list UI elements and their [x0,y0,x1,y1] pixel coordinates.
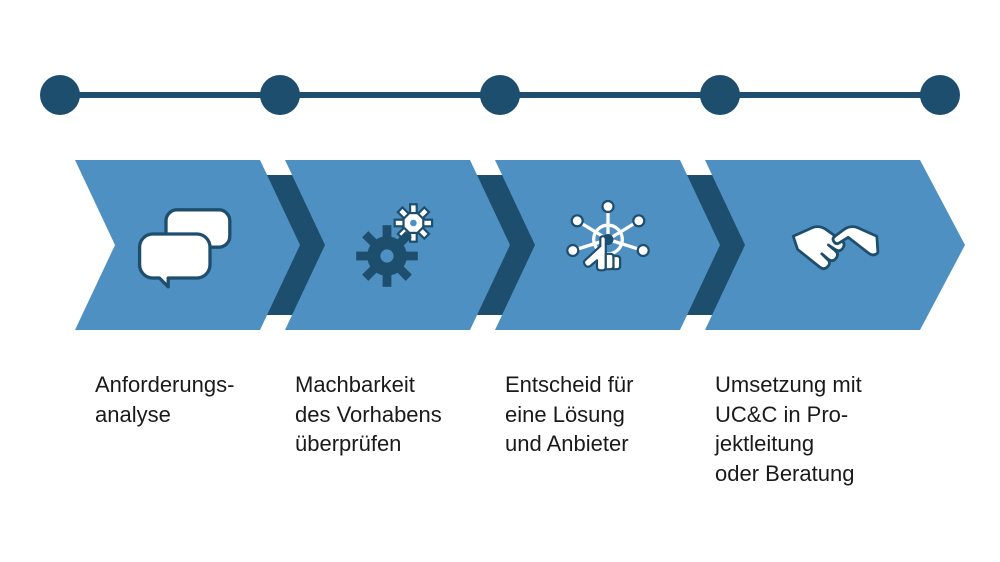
step-3 [495,160,720,330]
speech-bubbles-icon [133,190,243,300]
timeline-dot-3 [480,75,520,115]
step-2 [285,160,510,330]
timeline-dot-2 [260,75,300,115]
step-4-label: Umsetzung mit UC&C in Pro- jektleitung o… [715,370,925,489]
step-1 [75,160,300,330]
step-1-label: Anforderungs- analyse [95,370,275,429]
handshake-icon [780,190,890,300]
timeline-dot-5 [920,75,960,115]
timeline-dot-1 [40,75,80,115]
steps-row [75,160,975,330]
step-3-label: Entscheid für eine Lösung und Anbieter [505,370,695,459]
network-touch-icon [553,190,663,300]
gears-icon [343,190,453,300]
step-4 [705,160,965,330]
timeline [40,70,960,118]
step-2-label: Machbarkeit des Vorhabens überprüfen [295,370,485,459]
timeline-dot-4 [700,75,740,115]
process-diagram: Anforderungs- analyse Machbarkeit des Vo… [0,0,1000,562]
